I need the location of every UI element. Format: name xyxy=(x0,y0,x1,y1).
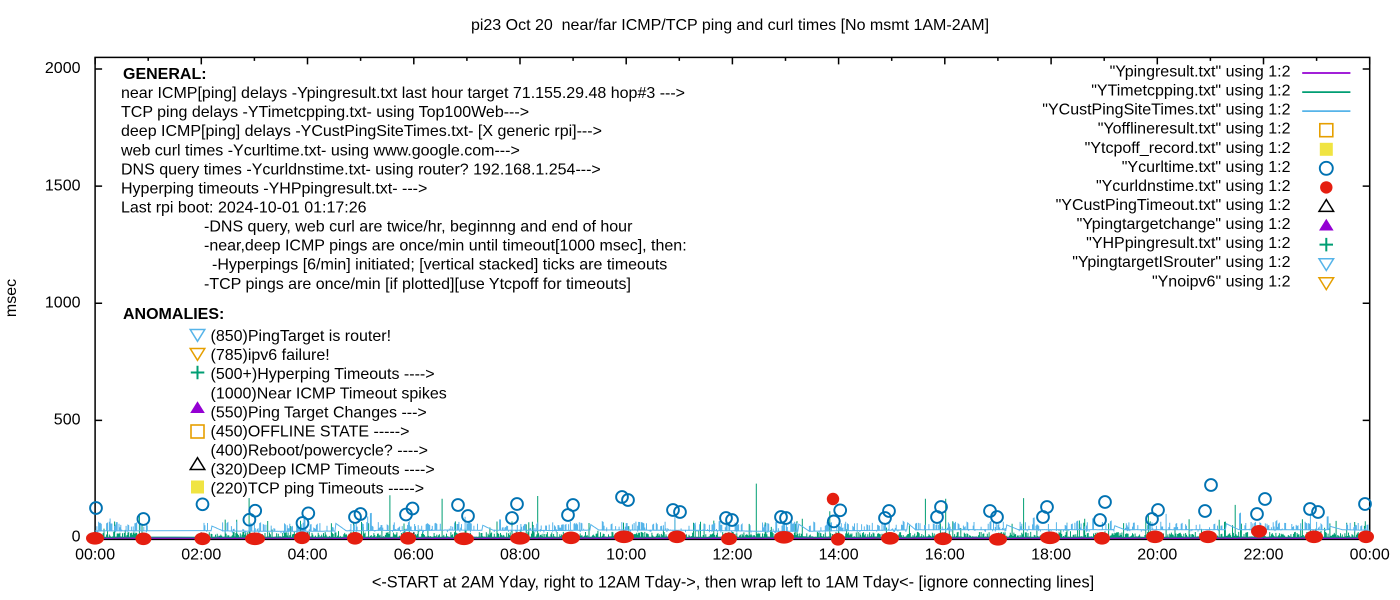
svg-text:-DNS query, web curl are twice: -DNS query, web curl are twice/hr, begin… xyxy=(204,219,633,236)
svg-text:(500+)Hyperping Timeouts ---->: (500+)Hyperping Timeouts ----> xyxy=(211,366,435,383)
svg-text:pi23 Oct 20 near/far ICMP/TCP: pi23 Oct 20 near/far ICMP/TCP ping and c… xyxy=(471,17,989,34)
svg-text:(1000)Near ICMP Timeout spikes: (1000)Near ICMP Timeout spikes xyxy=(211,385,447,402)
svg-text:20:00: 20:00 xyxy=(1137,547,1177,564)
svg-text:msec: msec xyxy=(3,279,20,317)
svg-text:-near,deep ICMP pings are once: -near,deep ICMP pings are once/min until… xyxy=(204,238,687,255)
svg-text:deep ICMP[ping] delays -YCustP: deep ICMP[ping] delays -YCustPingSiteTim… xyxy=(121,123,602,140)
svg-text:near ICMP[ping] delays -Ypingr: near ICMP[ping] delays -Ypingresult.txt … xyxy=(121,85,685,102)
svg-text:<-START at 2AM Yday, right to: <-START at 2AM Yday, right to 12AM Tday-… xyxy=(372,573,1094,591)
svg-text:-Hyperpings [6/min] initiated;: -Hyperpings [6/min] initiated; [vertical… xyxy=(212,257,667,274)
svg-text:"Ypingtargetchange" using 1:2: "Ypingtargetchange" using 1:2 xyxy=(1077,216,1291,233)
svg-text:"Yofflineresult.txt" using 1:2: "Yofflineresult.txt" using 1:2 xyxy=(1098,121,1291,138)
svg-text:web curl times -Ycurltime.txt-: web curl times -Ycurltime.txt- using www… xyxy=(120,142,520,159)
svg-text:2000: 2000 xyxy=(45,60,81,77)
svg-text:(320)Deep ICMP Timeouts ---->: (320)Deep ICMP Timeouts ----> xyxy=(211,462,435,479)
svg-text:02:00: 02:00 xyxy=(181,547,221,564)
svg-text:"Ycurltime.txt" using 1:2: "Ycurltime.txt" using 1:2 xyxy=(1122,159,1291,176)
svg-text:DNS query times -Ycurldnstime.: DNS query times -Ycurldnstime.txt- using… xyxy=(121,161,601,178)
svg-text:12:00: 12:00 xyxy=(712,547,752,564)
svg-text:"Ytcpoff_record.txt" using 1:2: "Ytcpoff_record.txt" using 1:2 xyxy=(1085,140,1291,157)
svg-text:(550)Ping Target Changes --->: (550)Ping Target Changes ---> xyxy=(211,404,427,421)
svg-text:1000: 1000 xyxy=(45,294,81,311)
svg-text:0: 0 xyxy=(72,529,81,546)
svg-text:00:00: 00:00 xyxy=(1350,547,1390,564)
svg-text:"Ynoipv6" using 1:2: "Ynoipv6" using 1:2 xyxy=(1152,273,1291,290)
svg-text:00:00: 00:00 xyxy=(75,547,115,564)
svg-text:-TCP pings are once/min [if pl: -TCP pings are once/min [if plotted][use… xyxy=(204,276,631,293)
svg-text:"YpingtargetISrouter" using 1:: "YpingtargetISrouter" using 1:2 xyxy=(1072,254,1290,271)
svg-text:18:00: 18:00 xyxy=(1031,547,1071,564)
svg-text:16:00: 16:00 xyxy=(925,547,965,564)
svg-text:08:00: 08:00 xyxy=(500,547,540,564)
svg-text:GENERAL:: GENERAL: xyxy=(123,66,207,83)
svg-text:ANOMALIES:: ANOMALIES: xyxy=(123,306,224,323)
svg-text:"Ycurldnstime.txt" using 1:2: "Ycurldnstime.txt" using 1:2 xyxy=(1096,178,1291,195)
svg-text:"YCustPingTimeout.txt" using 1: "YCustPingTimeout.txt" using 1:2 xyxy=(1056,197,1291,214)
svg-text:04:00: 04:00 xyxy=(287,547,327,564)
svg-text:Hyperping timeouts -YHPpingres: Hyperping timeouts -YHPpingresult.txt- -… xyxy=(121,180,427,197)
svg-text:TCP ping delays -YTimetcpping.: TCP ping delays -YTimetcpping.txt- using… xyxy=(121,104,529,121)
svg-text:14:00: 14:00 xyxy=(819,547,859,564)
svg-text:(400)Reboot/powercycle? ---->: (400)Reboot/powercycle? ----> xyxy=(211,443,428,460)
svg-text:10:00: 10:00 xyxy=(606,547,646,564)
svg-text:"YCustPingSiteTimes.txt" using: "YCustPingSiteTimes.txt" using 1:2 xyxy=(1042,102,1290,119)
svg-text:"YTimetcpping.txt" using 1:2: "YTimetcpping.txt" using 1:2 xyxy=(1091,83,1290,100)
svg-text:(785)ipv6 failure!: (785)ipv6 failure! xyxy=(211,347,330,364)
svg-text:1500: 1500 xyxy=(45,177,81,194)
svg-text:(220)TCP ping Timeouts ----->: (220)TCP ping Timeouts -----> xyxy=(211,481,425,498)
svg-text:(450)OFFLINE STATE ----->: (450)OFFLINE STATE -----> xyxy=(211,424,410,441)
svg-text:500: 500 xyxy=(54,412,81,429)
svg-text:22:00: 22:00 xyxy=(1243,547,1283,564)
svg-text:06:00: 06:00 xyxy=(394,547,434,564)
svg-text:"YHPpingresult.txt" using 1:2: "YHPpingresult.txt" using 1:2 xyxy=(1086,235,1290,252)
svg-text:(850)PingTarget is router!: (850)PingTarget is router! xyxy=(211,328,392,345)
svg-text:Last rpi boot: 2024-10-01 01:1: Last rpi boot: 2024-10-01 01:17:26 xyxy=(121,200,367,217)
svg-text:"Ypingresult.txt" using 1:2: "Ypingresult.txt" using 1:2 xyxy=(1110,64,1291,81)
